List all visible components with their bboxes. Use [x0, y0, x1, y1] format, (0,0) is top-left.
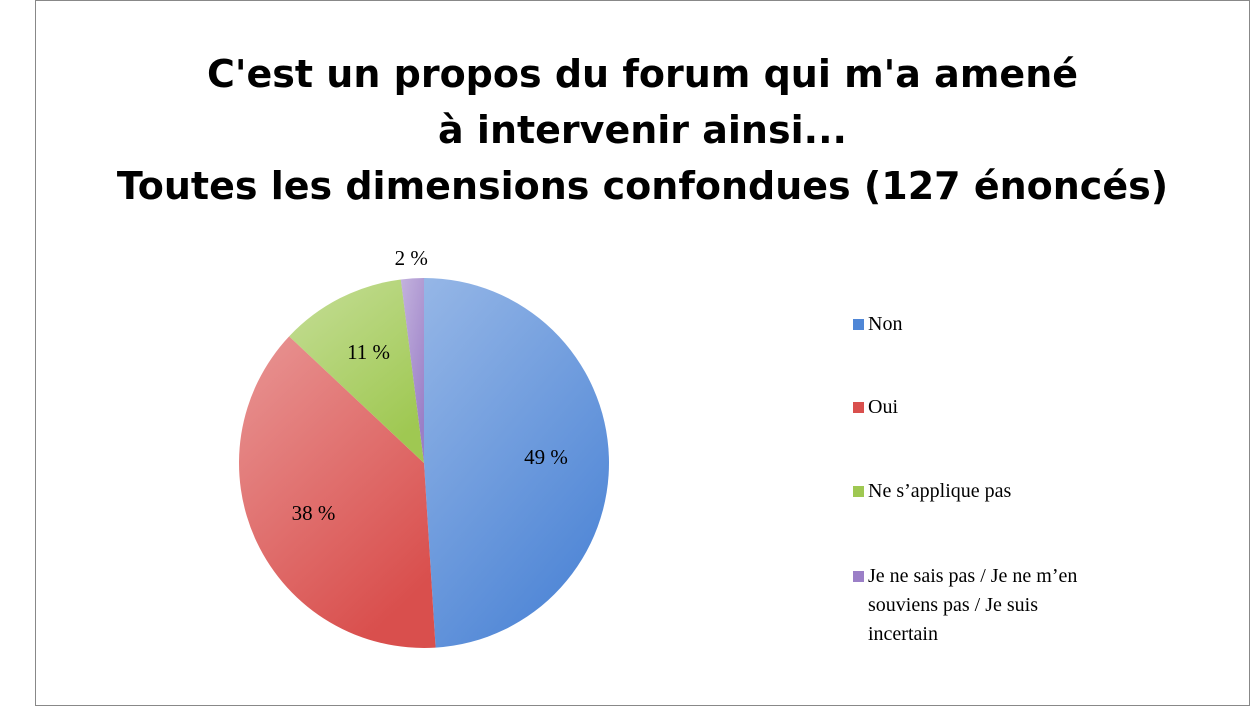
legend-item: Je ne sais pas / Je ne m’en souviens pas… — [853, 562, 1243, 649]
legend-label: Ne s’applique pas — [868, 480, 1012, 502]
pie-slice — [424, 278, 610, 648]
legend-swatch — [853, 571, 864, 582]
data-label: 38 % — [292, 501, 336, 525]
legend-item: Ne s’applique pas — [853, 477, 1243, 506]
legend-swatch — [853, 319, 864, 330]
chart-frame — [35, 0, 1250, 706]
legend-swatch — [853, 402, 864, 413]
title-block: C'est un propos du forum qui m'a amené à… — [60, 46, 1225, 214]
legend-item: Oui — [853, 393, 1243, 422]
legend-label: Non — [868, 313, 903, 335]
data-label: 49 % — [524, 445, 568, 469]
data-label: 11 % — [347, 340, 390, 364]
legend-swatch — [853, 486, 864, 497]
data-label: 2 % — [395, 246, 428, 270]
pie-slice — [289, 279, 424, 463]
chart-subtitle: Toutes les dimensions confondues (127 én… — [116, 164, 1169, 208]
pie-slice — [239, 336, 436, 648]
legend-item: Non — [853, 310, 1243, 339]
legend-label: Je ne sais pas / Je ne m’en souviens pas… — [868, 565, 1078, 645]
pie-slice — [400, 278, 424, 463]
chart-title: C'est un propos du forum qui m'a amené à… — [206, 52, 1079, 152]
legend-label: Oui — [868, 396, 898, 418]
